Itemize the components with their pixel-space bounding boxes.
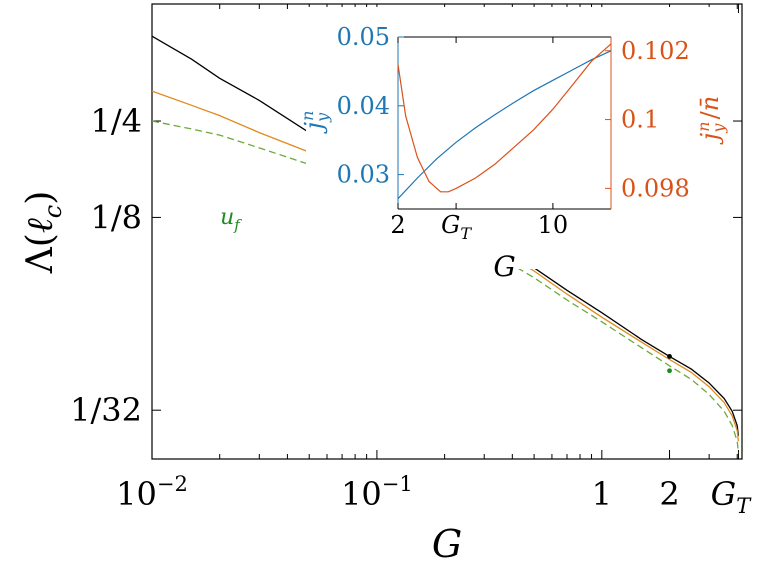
inset-x-tick-label: 2: [390, 211, 405, 239]
inset-x-tick-label: 10: [538, 211, 569, 239]
x-tick-label: 1: [592, 475, 612, 513]
series-line: [151, 120, 740, 453]
y-axis-label: Λ(ℓc): [20, 191, 67, 275]
inset-left-tick-label: 0.03: [337, 161, 390, 189]
point-marker: [667, 368, 672, 374]
inset-series-line: [397, 43, 612, 193]
inset-x-tick-label: GT: [441, 211, 472, 243]
y-tick-label: 1/32: [70, 391, 142, 429]
x-tick-label: 10−1: [341, 472, 413, 513]
inset-left-tick-label: 0.05: [337, 23, 390, 51]
point-marker: [667, 354, 672, 359]
inset-right-tick-label: 0.1: [621, 106, 659, 134]
y-tick-label: 1/4: [91, 102, 143, 140]
x-tick-label: GT: [711, 475, 753, 518]
series-line: [151, 90, 740, 442]
inset-background: [306, 7, 719, 269]
inset-series-line: [397, 50, 612, 200]
x-axis-label: G: [432, 522, 462, 566]
inset-right-tick-label: 0.098: [621, 174, 690, 202]
inset-right-tick-label: 0.102: [621, 37, 690, 65]
x-tick-label: 2: [659, 475, 679, 513]
uf-annotation: uf: [220, 205, 242, 234]
x-tick-label: 10−2: [116, 472, 188, 513]
y-tick-label: 1/8: [91, 198, 143, 236]
inset-x-axis-label: G: [493, 250, 515, 283]
main-plot-frame: [151, 3, 743, 460]
inset-left-tick-label: 0.04: [337, 92, 390, 120]
